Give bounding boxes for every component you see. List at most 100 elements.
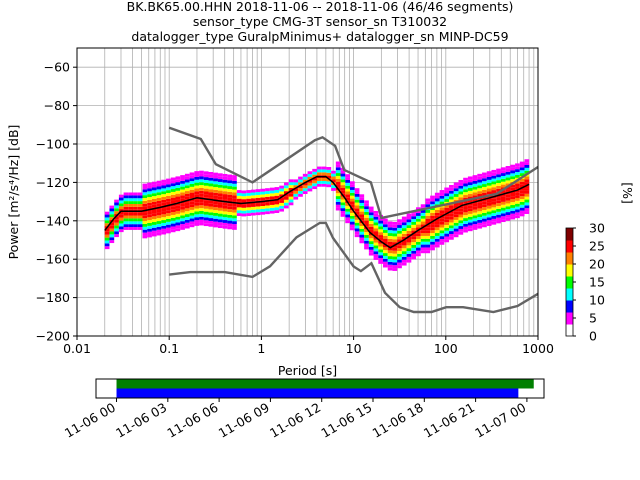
probability-cell xyxy=(331,173,336,177)
probability-cell xyxy=(133,221,138,225)
probability-cell xyxy=(519,193,525,197)
probability-cell xyxy=(199,208,204,212)
probability-cell xyxy=(510,207,516,211)
probability-cell xyxy=(383,235,388,239)
probability-cell xyxy=(505,203,511,207)
probability-cell xyxy=(467,176,473,180)
probability-cell xyxy=(500,167,506,171)
probability-cell xyxy=(161,208,167,212)
probability-cell xyxy=(482,224,487,228)
probability-cell xyxy=(142,215,148,219)
coverage-tick-label: 11-06 00 xyxy=(62,400,118,441)
probability-cell xyxy=(524,193,530,197)
probability-cell xyxy=(232,192,237,196)
x-tick-label: 0.1 xyxy=(159,341,179,356)
probability-cell xyxy=(175,208,181,211)
probability-cell xyxy=(345,205,351,209)
probability-cell xyxy=(142,192,148,196)
probability-cell xyxy=(482,172,487,176)
probability-cell xyxy=(425,238,431,242)
probability-cell xyxy=(123,218,129,222)
probability-cell xyxy=(147,191,152,195)
probability-cell xyxy=(430,210,435,213)
probability-cell xyxy=(184,225,190,229)
probability-cell xyxy=(147,222,152,226)
probability-cell xyxy=(486,182,492,186)
probability-cell xyxy=(213,172,218,176)
probability-cell xyxy=(137,198,143,202)
probability-cell xyxy=(222,205,228,209)
probability-cell xyxy=(392,221,398,225)
probability-cell xyxy=(109,240,115,244)
probability-cell xyxy=(425,230,431,234)
probability-cell xyxy=(425,247,431,251)
probability-cell xyxy=(189,221,195,225)
probability-cell xyxy=(241,199,247,203)
probability-cell xyxy=(491,187,497,191)
probability-cell xyxy=(128,221,134,225)
probability-cell xyxy=(510,213,516,217)
probability-cell xyxy=(161,197,167,200)
probability-cell xyxy=(515,197,520,201)
probability-cell xyxy=(368,252,374,256)
probability-cell xyxy=(430,227,435,231)
probability-cell xyxy=(439,241,445,245)
probability-cell xyxy=(411,250,417,254)
probability-cell xyxy=(189,178,195,182)
probability-cell xyxy=(232,206,237,210)
probability-cell xyxy=(340,213,346,217)
probability-cell xyxy=(482,184,487,187)
probability-cell xyxy=(208,174,214,178)
probability-cell xyxy=(397,262,402,266)
probability-cell xyxy=(515,206,520,210)
probability-cell xyxy=(227,194,233,198)
probability-cell xyxy=(425,235,431,239)
y-tick-label: −200 xyxy=(36,329,70,344)
probability-cell xyxy=(467,190,473,194)
probability-cell xyxy=(236,198,242,202)
probability-cell xyxy=(444,239,450,243)
probability-cell xyxy=(203,182,209,186)
probability-cell xyxy=(458,179,464,183)
probability-cell xyxy=(118,223,124,227)
probability-cell xyxy=(453,231,459,235)
probability-cell xyxy=(463,180,468,184)
probability-cell xyxy=(364,240,369,244)
probability-cell xyxy=(491,181,497,185)
probability-cell xyxy=(519,164,525,168)
probability-cell xyxy=(416,250,421,254)
probability-cell xyxy=(411,227,417,231)
probability-cell xyxy=(151,196,157,199)
probability-cell xyxy=(449,216,454,220)
probability-cell xyxy=(340,208,346,212)
probability-cell xyxy=(378,220,384,224)
probability-cell xyxy=(156,212,162,216)
probability-cell xyxy=(345,194,351,198)
probability-cell xyxy=(463,189,468,193)
probability-cell xyxy=(354,208,360,212)
probability-cell xyxy=(293,182,299,186)
probability-cell xyxy=(321,183,327,187)
probability-cell xyxy=(453,208,459,212)
probability-cell xyxy=(373,222,379,226)
probability-cell xyxy=(208,215,214,219)
probability-cell xyxy=(411,239,417,243)
probability-cell xyxy=(359,208,365,212)
probability-cell xyxy=(359,240,365,244)
probability-cell xyxy=(217,196,223,200)
probability-cell xyxy=(208,218,214,221)
probability-cell xyxy=(425,204,431,208)
probability-cell xyxy=(184,208,190,212)
probability-cell xyxy=(453,211,459,215)
probability-cell xyxy=(406,253,412,257)
probability-cell xyxy=(496,185,501,189)
probability-cell xyxy=(387,247,393,251)
probability-cell xyxy=(316,180,322,184)
probability-cell xyxy=(335,164,341,168)
probability-cell xyxy=(430,235,435,239)
probability-cell xyxy=(194,182,200,186)
probability-cell xyxy=(505,212,511,215)
probability-cell xyxy=(161,211,167,215)
probability-cell xyxy=(151,227,157,231)
probability-cell xyxy=(486,171,492,175)
